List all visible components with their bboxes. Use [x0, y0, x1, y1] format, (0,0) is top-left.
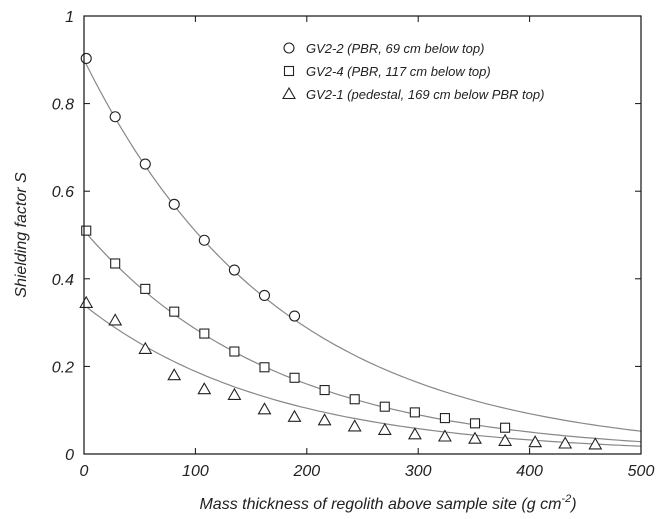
data-point-triangle — [317, 413, 332, 426]
data-point-square — [349, 394, 360, 405]
data-point-triangle — [498, 433, 513, 446]
data-point-circle — [198, 234, 210, 246]
x-tick-label: 500 — [628, 463, 655, 480]
data-point-circle — [139, 158, 151, 170]
legend-label: GV2-2 (PBR, 69 cm below top) — [306, 41, 484, 56]
data-point-square — [289, 372, 300, 383]
fit-line-2 — [83, 230, 642, 443]
fit-line-1 — [83, 59, 642, 432]
data-point-square — [81, 225, 92, 236]
data-point-circle — [168, 198, 180, 210]
data-point-square — [439, 413, 450, 424]
y-tick-label: 0.4 — [52, 272, 74, 289]
fit-line-3 — [83, 304, 642, 447]
data-point-square — [500, 422, 511, 433]
x-axis-title: Mass thickness of regolith above sample … — [199, 493, 576, 513]
x-tick-label: 300 — [405, 463, 432, 480]
data-point-triangle — [257, 402, 272, 415]
data-point-triangle — [108, 313, 123, 326]
data-point-triangle — [558, 436, 573, 449]
data-point-square — [409, 407, 420, 418]
data-point-circle — [288, 310, 301, 322]
legend-marker-square — [283, 65, 295, 77]
data-point-triangle — [287, 409, 302, 422]
data-point-square — [140, 283, 151, 294]
data-point-triangle — [138, 341, 153, 354]
x-tick-label: 400 — [516, 463, 543, 480]
data-point-triangle — [437, 429, 452, 442]
axes: 0 100 200 300 400 500 0 0.2 0.4 0.6 0.8 1 — [52, 9, 655, 480]
plot-frame — [83, 15, 642, 455]
data-point-square — [169, 306, 180, 317]
data-point-triangle — [167, 368, 182, 381]
x-tick-label: 200 — [292, 463, 320, 480]
data-point-square — [110, 258, 121, 269]
data-point-square — [229, 346, 240, 357]
data-point-circle — [228, 264, 240, 276]
legend-label: GV2-1 (pedestal, 169 cm below PBR top) — [306, 87, 544, 102]
data-point-square — [379, 401, 390, 412]
x-axis-title-sup: -2 — [561, 493, 571, 505]
x-tick-label: 0 — [80, 463, 89, 480]
data-point-square — [319, 385, 330, 396]
data-point-square — [259, 362, 270, 373]
x-axis-title-tail: ) — [569, 496, 576, 513]
data-point-triangle — [347, 419, 362, 432]
data-point-circle — [109, 111, 121, 123]
legend-marker-circle — [283, 42, 295, 54]
plot-area — [79, 52, 642, 450]
legend: GV2-2 (PBR, 69 cm below top) GV2-4 (PBR, … — [282, 41, 544, 102]
data-point-triangle — [528, 435, 543, 448]
y-tick-label: 0.8 — [52, 97, 74, 114]
data-point-circle — [258, 289, 271, 301]
data-point-triangle — [227, 387, 242, 400]
data-point-circle — [80, 52, 92, 65]
x-tick-label: 100 — [182, 463, 209, 480]
y-tick-label: 0 — [65, 447, 74, 464]
data-point-triangle — [197, 382, 212, 395]
x-axis-title-main: Mass thickness of regolith above sample … — [199, 496, 561, 513]
data-point-square — [469, 418, 481, 429]
y-tick-label: 1 — [65, 9, 74, 26]
legend-label: GV2-4 (PBR, 117 cm below top) — [306, 64, 491, 79]
data-point-triangle — [468, 431, 482, 444]
y-axis-title: Shielding factor S — [13, 172, 30, 298]
data-point-triangle — [377, 422, 392, 435]
y-tick-label: 0.2 — [52, 359, 74, 376]
data-point-triangle — [588, 437, 603, 450]
data-point-triangle — [407, 427, 422, 440]
data-point-triangle — [79, 295, 94, 308]
legend-marker-triangle — [282, 86, 296, 100]
data-point-square — [199, 328, 210, 339]
y-tick-label: 0.6 — [52, 184, 74, 201]
